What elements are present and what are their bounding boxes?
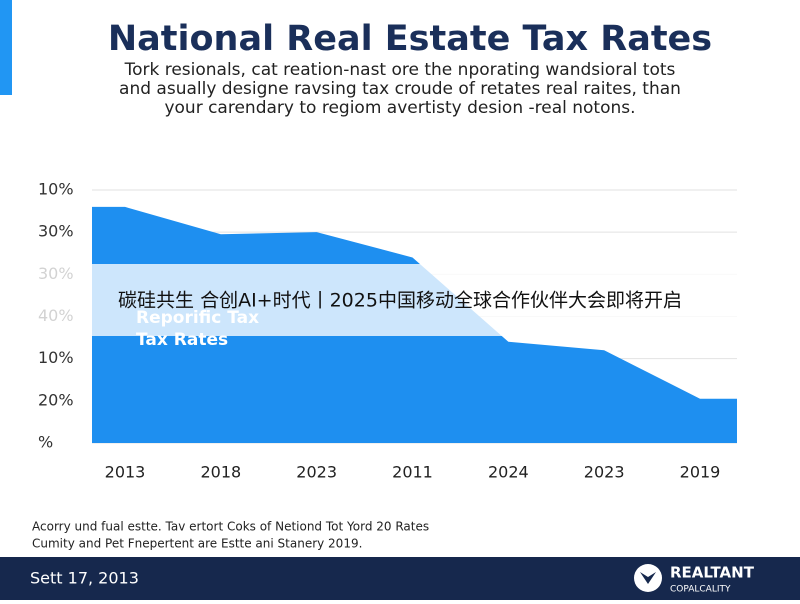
footer-tagline: COPALCALITY xyxy=(670,585,731,595)
y-tick-label: % xyxy=(38,433,53,452)
y-tick-label: 10% xyxy=(38,180,74,199)
footer-brand: REALTANT xyxy=(670,564,755,582)
x-tick-label: 2013 xyxy=(105,463,146,482)
x-tick-label: 2011 xyxy=(392,463,433,482)
x-tick-label: 2024 xyxy=(488,463,529,482)
logo-mark xyxy=(640,572,656,584)
banner-text: 碳硅共生 合创AI+时代丨2025中国移动全球合作伙伴大会即将开启 xyxy=(118,290,682,312)
x-tick-label: 2018 xyxy=(200,463,241,482)
x-tick-label: 2019 xyxy=(680,463,721,482)
footer-bar xyxy=(0,557,800,600)
subtitle: your carendary to regiom avertisty desio… xyxy=(164,98,635,118)
footer-date: Sett 17, 2013 xyxy=(30,569,139,588)
annotation: Reporific Tax xyxy=(136,308,259,328)
title: National Real Estate Tax Rates xyxy=(108,19,712,59)
subtitle: and asually designe ravsing tax croude o… xyxy=(119,79,681,99)
accent-strip xyxy=(0,0,12,95)
footnote: Cumity and Pet Fnepertent are Estte ani … xyxy=(32,537,362,551)
banner-background xyxy=(0,264,800,336)
x-tick-label: 2023 xyxy=(296,463,337,482)
x-tick-label: 2023 xyxy=(584,463,625,482)
y-tick-label: 20% xyxy=(38,390,74,409)
footnote: Acorry und fual estte. Tav ertort Coks o… xyxy=(32,520,429,534)
subtitle: Tork resionals, cat reation-nast ore the… xyxy=(124,60,676,80)
annotation: Tax Rates xyxy=(136,330,228,350)
y-tick-label: 10% xyxy=(38,348,74,367)
y-tick-label: 30% xyxy=(38,222,74,241)
